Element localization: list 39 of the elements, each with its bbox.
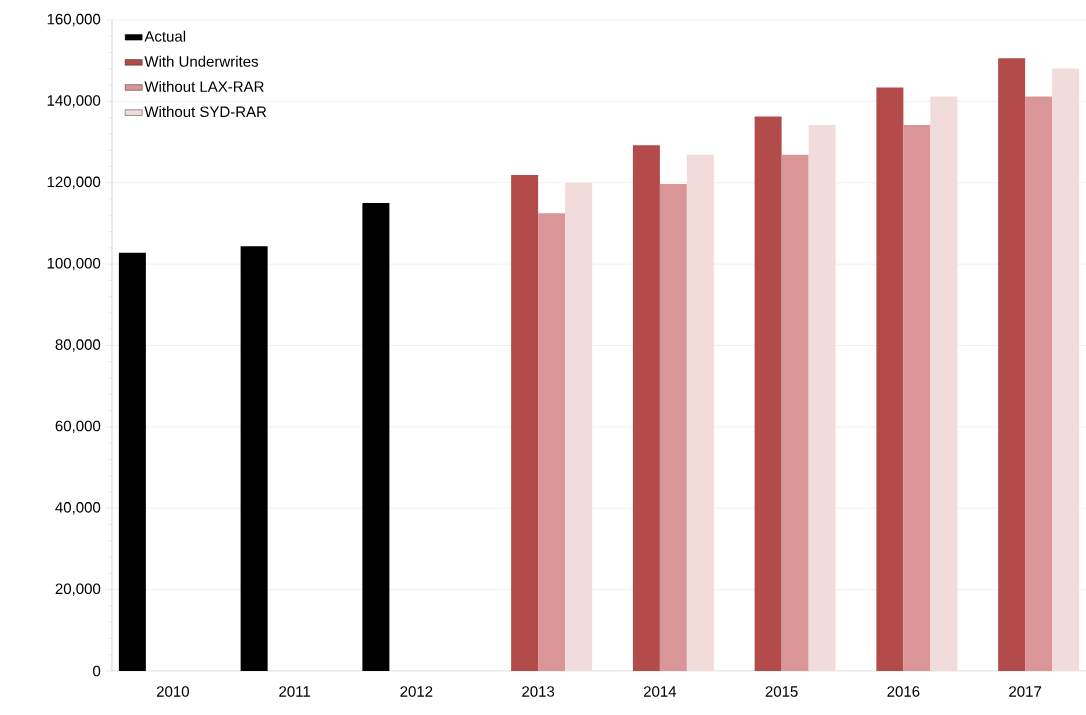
bar	[118, 252, 146, 671]
legend-label: Without SYD-RAR	[144, 106, 267, 118]
x-tick-label: 2014	[643, 686, 677, 697]
y-tick-label: 0	[93, 665, 101, 677]
bar	[565, 182, 593, 671]
legend-label: Actual	[144, 30, 186, 42]
bar	[686, 154, 714, 671]
x-tick-label: 2010	[156, 686, 189, 697]
legend-label: Without LAX-RAR	[144, 80, 264, 92]
x-tick-label: 2016	[887, 686, 920, 697]
bar	[903, 124, 931, 671]
y-tick-label: 140,000	[47, 95, 101, 108]
y-tick-label: 40,000	[55, 502, 101, 515]
bar	[659, 183, 687, 671]
bar	[511, 175, 539, 671]
y-tick-label: 20,000	[55, 583, 101, 596]
x-tick-label: 2013	[522, 686, 555, 697]
x-tick-label: 2017	[1009, 686, 1042, 697]
y-tick-label: 160,000	[47, 13, 101, 27]
bar	[240, 246, 268, 671]
bar	[632, 145, 660, 671]
bar	[1025, 96, 1053, 671]
bar	[808, 124, 836, 671]
bar	[930, 96, 958, 671]
x-tick-label: 2011	[279, 686, 311, 697]
bar	[876, 87, 904, 671]
y-tick-label: 60,000	[55, 420, 101, 434]
legend-label: With Underwrites	[144, 55, 259, 67]
bar	[538, 213, 566, 671]
bar	[754, 116, 782, 671]
bar	[781, 154, 809, 671]
bar	[998, 58, 1026, 671]
y-tick-label: 100,000	[47, 257, 101, 271]
bar	[362, 203, 390, 671]
x-tick-label: 2012	[400, 686, 433, 697]
bar	[1052, 68, 1080, 671]
y-tick-label: 120,000	[47, 176, 101, 189]
x-tick-label: 2015	[765, 686, 798, 697]
y-tick-label: 80,000	[55, 339, 101, 352]
